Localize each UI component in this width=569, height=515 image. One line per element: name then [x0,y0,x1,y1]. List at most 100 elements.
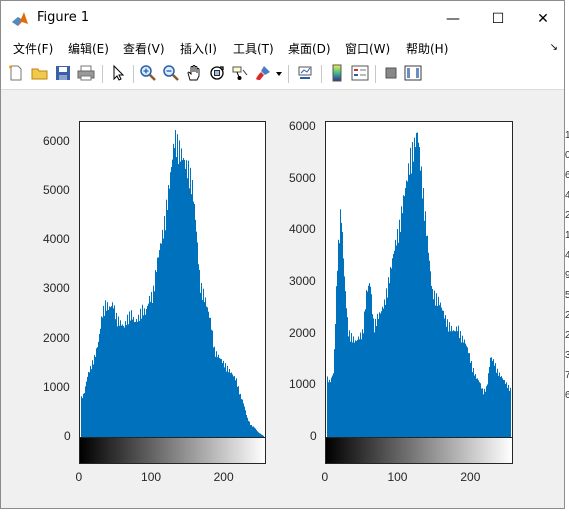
hide-plot-tools-icon[interactable] [382,64,400,82]
y-tick-label: 5000 [289,170,316,185]
background-text-fragment: 6 [565,170,569,181]
histogram-bar [180,161,181,437]
histogram-bar [384,299,385,437]
background-text-fragment: 6 [565,390,569,401]
histogram-bar [189,188,190,437]
histogram-bar [172,159,173,437]
rotate-3d-icon[interactable] [208,64,226,82]
select-arrow-icon[interactable] [109,64,127,82]
histogram-bar [164,216,165,437]
histogram-bar [417,132,418,437]
histogram-bar [192,180,193,437]
histogram-bar [254,427,255,437]
background-text-fragment: 7 [565,370,569,381]
maximize-button[interactable]: ☐ [475,1,521,36]
histogram-bar [429,260,430,437]
show-plot-tools-icon[interactable] [404,64,422,82]
background-text-fragment: 4 [565,250,569,261]
histogram-bar [471,361,472,437]
histogram-bar [412,142,413,437]
histogram-bar [329,379,330,437]
menu-view[interactable]: 查看(V) [123,42,165,56]
histogram-right-bars [327,132,511,437]
histogram-bar [374,332,375,437]
histogram-bar [473,367,474,437]
histogram-bar [144,308,145,437]
close-button[interactable]: ✕ [520,1,566,36]
histogram-bar [461,342,462,437]
histogram-bar [447,319,448,437]
histogram-bar [211,329,212,437]
histogram-right-axes[interactable] [325,121,513,438]
histogram-bar [348,336,349,437]
histogram-bar [260,433,261,437]
histogram-bar [248,420,249,437]
menu-tools[interactable]: 工具(T) [233,42,274,56]
histogram-bar [224,367,225,437]
new-figure-icon[interactable] [7,64,25,82]
print-icon[interactable] [77,64,95,82]
histogram-bar [372,314,373,437]
histogram-bar [378,318,379,437]
menu-file[interactable]: 文件(F) [13,42,54,56]
histogram-bar [201,283,202,437]
y-tick-label: 0 [310,429,317,443]
histogram-bar [451,325,452,437]
title-bar[interactable]: Figure 1 — ☐ ✕ [1,1,564,36]
histogram-bar [220,358,221,437]
colorbar-icon[interactable] [328,64,346,82]
histogram-bar [362,329,363,437]
menu-desktop[interactable]: 桌面(D) [288,42,331,56]
brush-icon[interactable] [254,64,272,82]
menu-help[interactable]: 帮助(H) [406,42,449,56]
histogram-bar [150,301,151,437]
menu-edit[interactable]: 编辑(E) [68,42,109,56]
histogram-bar [122,324,123,437]
histogram-left-axes[interactable] [79,121,266,438]
histogram-bar [494,365,495,437]
histogram-bar [432,289,433,437]
histogram-bar [467,347,468,437]
menu-overflow-icon[interactable]: ↘ [549,42,558,53]
histogram-bar [500,376,501,437]
histogram-bar [350,341,351,437]
x-tick-label: 200 [213,470,234,484]
data-cursor-icon[interactable] [231,64,249,82]
y-tick-label: 6000 [43,133,70,148]
histogram-bar [396,245,397,437]
histogram-bar [216,351,217,437]
histogram-bar [133,316,134,437]
brush-dropdown-icon[interactable] [275,64,283,82]
menu-insert[interactable]: 插入(I) [180,42,217,56]
y-tick-label: 1000 [43,379,70,394]
histogram-bar [151,291,152,437]
histogram-bar [148,303,149,437]
histogram-bar [170,172,171,437]
minimize-button[interactable]: — [430,1,476,36]
histogram-bar [424,220,425,437]
legend-icon[interactable] [351,64,369,82]
menu-window[interactable]: 窗口(W) [345,42,391,56]
link-plot-icon[interactable] [296,64,314,82]
histogram-bar [194,204,195,437]
histogram-bar [98,341,99,437]
histogram-bar [193,201,194,437]
histogram-bar [377,313,378,437]
histogram-bar [436,293,437,437]
zoom-in-icon[interactable] [139,64,157,82]
zoom-out-icon[interactable] [162,64,180,82]
histogram-bar [252,426,253,437]
histogram-bar [227,365,228,437]
histogram-bar [468,353,469,437]
histogram-bar [125,321,126,437]
open-icon[interactable] [31,64,49,82]
histogram-bar [507,387,508,437]
histogram-bar [135,321,136,437]
histogram-bar [158,257,159,437]
save-icon[interactable] [54,64,72,82]
histogram-bar [115,319,116,437]
background-window-edge: 1 0 6 4 2 1 4 9 5 2 2 3 7 6 [565,0,569,515]
pan-icon[interactable] [185,64,203,82]
background-text-fragment: 5 [565,290,569,301]
histogram-bar [449,322,450,437]
